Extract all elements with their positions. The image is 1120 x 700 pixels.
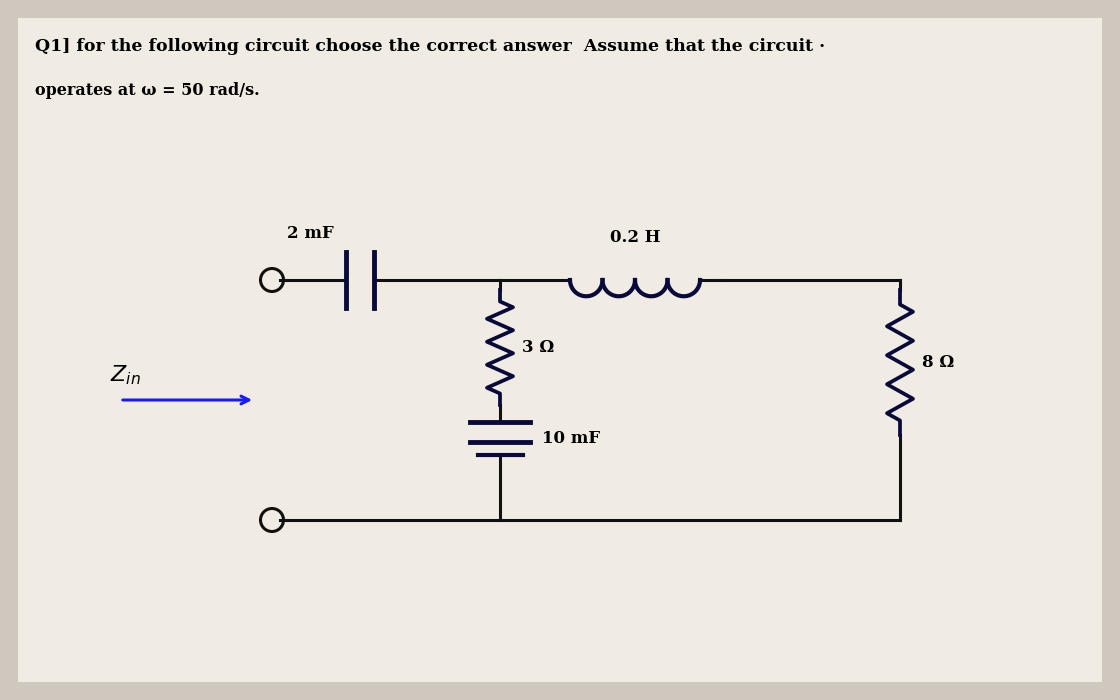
Text: 2 mF: 2 mF [287,225,334,242]
Text: $Z_{in}$: $Z_{in}$ [110,363,141,387]
Text: operates at ω = 50 rad/s.: operates at ω = 50 rad/s. [35,82,260,99]
Text: 3 Ω: 3 Ω [522,339,554,356]
Text: 10 mF: 10 mF [542,430,600,447]
Text: Q1] for the following circuit choose the correct answer  Assume that the circuit: Q1] for the following circuit choose the… [35,38,825,55]
FancyBboxPatch shape [18,18,1102,682]
Text: 0.2 H: 0.2 H [609,229,661,246]
Text: 8 Ω: 8 Ω [922,354,954,371]
